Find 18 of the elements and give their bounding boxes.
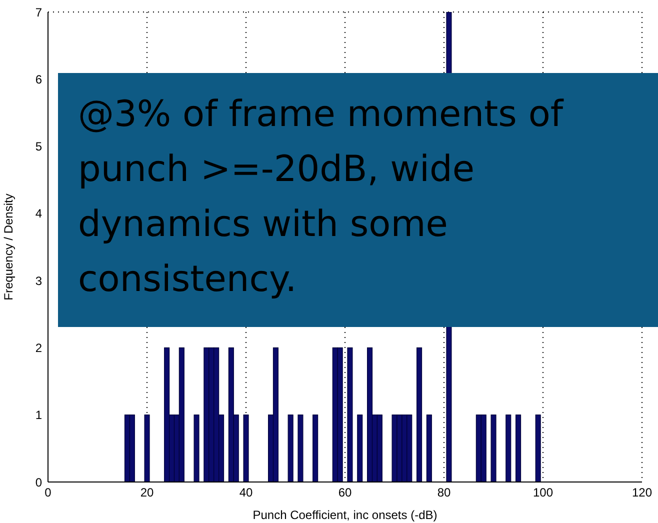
- y-tick-label: 7: [35, 5, 42, 20]
- x-tick-label: 120: [632, 486, 652, 500]
- annotation: @3% of frame moments of punch >=-20dB, wide dynamics with some consistency.: [58, 73, 658, 327]
- x-tick-label: 100: [532, 486, 554, 500]
- y-tick-label: 3: [35, 274, 42, 288]
- y-tick-label: 6: [35, 72, 42, 86]
- y-axis-title: Frequency / Density: [1, 194, 16, 300]
- y-tick-label: 1: [35, 408, 42, 422]
- y-tick-label: 2: [35, 340, 42, 355]
- y-tick-label: 0: [35, 475, 42, 490]
- x-tick-label: 40: [239, 486, 253, 500]
- x-tick-label: 20: [140, 486, 154, 500]
- x-tick-label: 60: [338, 486, 352, 500]
- x-tick-label: 0: [44, 486, 52, 500]
- x-axis-title: Punch Coefficient, inc onsets (-dB): [252, 508, 438, 522]
- y-tick-label: 5: [35, 140, 42, 154]
- x-tick-label: 80: [437, 486, 451, 500]
- y-tick-label: 4: [35, 206, 42, 221]
